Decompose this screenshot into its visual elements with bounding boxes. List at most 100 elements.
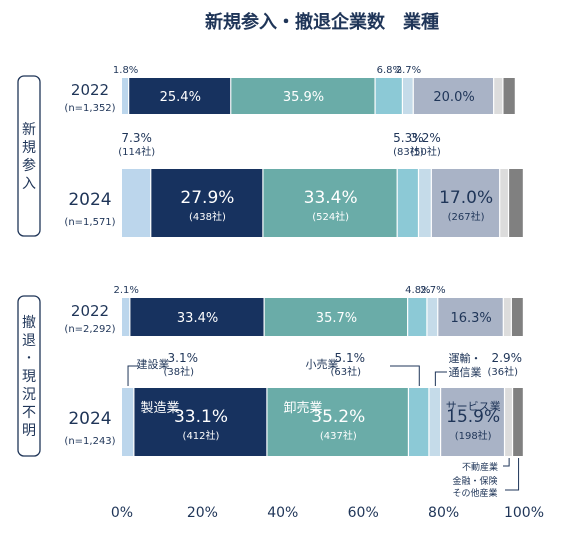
x-tick-label: 80% [428,505,459,521]
bar-segment [122,388,134,456]
data-label: 2.7% [420,285,445,296]
data-label: 20.0% [433,90,474,105]
category-label-transport-1: 運輸・ [449,351,482,365]
data-label: 4.8% [405,285,430,296]
row-n: (n=1,571) [64,217,115,228]
leader-line [127,365,138,386]
data-label: 6.8% [377,65,402,76]
bar-segment [500,169,508,237]
data-label: 35.7% [316,311,357,326]
bar-segment [509,169,523,237]
bar-segment [134,388,267,456]
bar-segment [231,78,375,114]
bar-segment [431,169,500,237]
x-tick-label: 40% [267,505,298,521]
row-year: 2024 [68,409,111,429]
count-label: (198社) [455,429,492,442]
bar-segment [130,298,264,336]
bar-segment [441,388,504,456]
data-label: 17.0% [439,188,493,208]
leader-line [505,458,520,491]
bar-segment [267,388,408,456]
leader-line [503,458,510,467]
count-label: (412社) [183,429,220,442]
bar-segment [409,388,429,456]
row-year: 2022 [71,302,109,320]
category-label-transport-2: 通信業 [449,366,482,379]
data-label: 35.2% [311,407,365,427]
chart-title: 新規参入・撤退企業数 業種 [205,11,439,33]
row-n: (n=2,292) [64,324,115,335]
bar-segment [419,169,431,237]
data-label: 3.2% [410,131,441,145]
bar-segment [263,169,397,237]
category-label-finance-1: 金融・保険 [452,475,497,487]
category-label-services: サービス業 [446,400,501,413]
group-label-entry: 新規参入 [22,122,36,192]
data-label: 33.4% [177,311,218,326]
bar-segment [427,298,438,336]
category-label-manufacturing: 製造業 [140,400,179,416]
count-label: (437社) [320,429,357,442]
count-label: (36社) [487,365,518,378]
count-label: (83社) [393,145,424,158]
bar-segment [429,388,440,456]
count-label: (114社) [118,145,155,158]
count-label: (524社) [312,210,349,223]
data-label: 35.9% [283,90,324,105]
bar-segment [264,298,408,336]
data-label: 2.1% [114,285,139,296]
category-label-realestate: 不動産業 [462,461,498,473]
group-label-exit-box [17,295,41,457]
count-label: (267社) [448,210,485,223]
row-year: 2024 [68,190,111,210]
data-label: 15.9% [446,407,500,427]
count-label: (50社) [410,145,441,158]
count-label: (38社) [163,365,194,378]
leader-line [434,371,447,386]
bar-segment [403,78,413,114]
bar-segment [513,388,523,456]
bar-segment [122,298,130,336]
bar-segment [408,298,427,336]
data-label: 2.9% [492,351,523,365]
bar-segment [129,78,231,114]
data-label: 2.7% [396,65,421,76]
bar-segment [122,169,151,237]
data-label: 25.4% [160,90,201,105]
x-tick-label: 100% [504,505,544,521]
data-label: 5.3% [393,131,424,145]
category-label-retail: 小売業 [306,358,339,371]
data-label: 33.4% [304,188,358,208]
row-n: (n=1,243) [64,436,115,447]
category-label-construction: 建設業 [137,357,170,371]
bar-segment [503,298,511,336]
row-year: 2022 [71,81,109,99]
count-label: (63社) [330,365,361,378]
category-label-wholesale: 卸売業 [284,400,323,416]
bar-segment [375,78,402,114]
bar-segment [505,388,512,456]
bar-segment [438,298,503,336]
bar-segment [397,169,418,237]
bar-segment [503,78,515,114]
bar-segment [494,78,503,114]
group-label-exit: 撤退･現況不明 [22,315,36,439]
bar-segment [151,169,263,237]
bar-segment [413,78,494,114]
data-label: 27.9% [180,188,234,208]
row-n: (n=1,352) [64,103,115,114]
data-label: 16.3% [450,311,491,326]
leader-line [390,365,420,386]
data-label: 5.1% [335,351,366,365]
data-label: 33.1% [174,407,228,427]
bar-segment [122,78,129,114]
count-label: (438社) [189,210,226,223]
data-label: 7.3% [121,131,152,145]
bar-segment [511,298,523,336]
group-label-entry-box [17,75,41,237]
data-label: 3.1% [168,351,199,365]
data-label: 1.8% [113,65,138,76]
x-tick-label: 20% [187,505,218,521]
